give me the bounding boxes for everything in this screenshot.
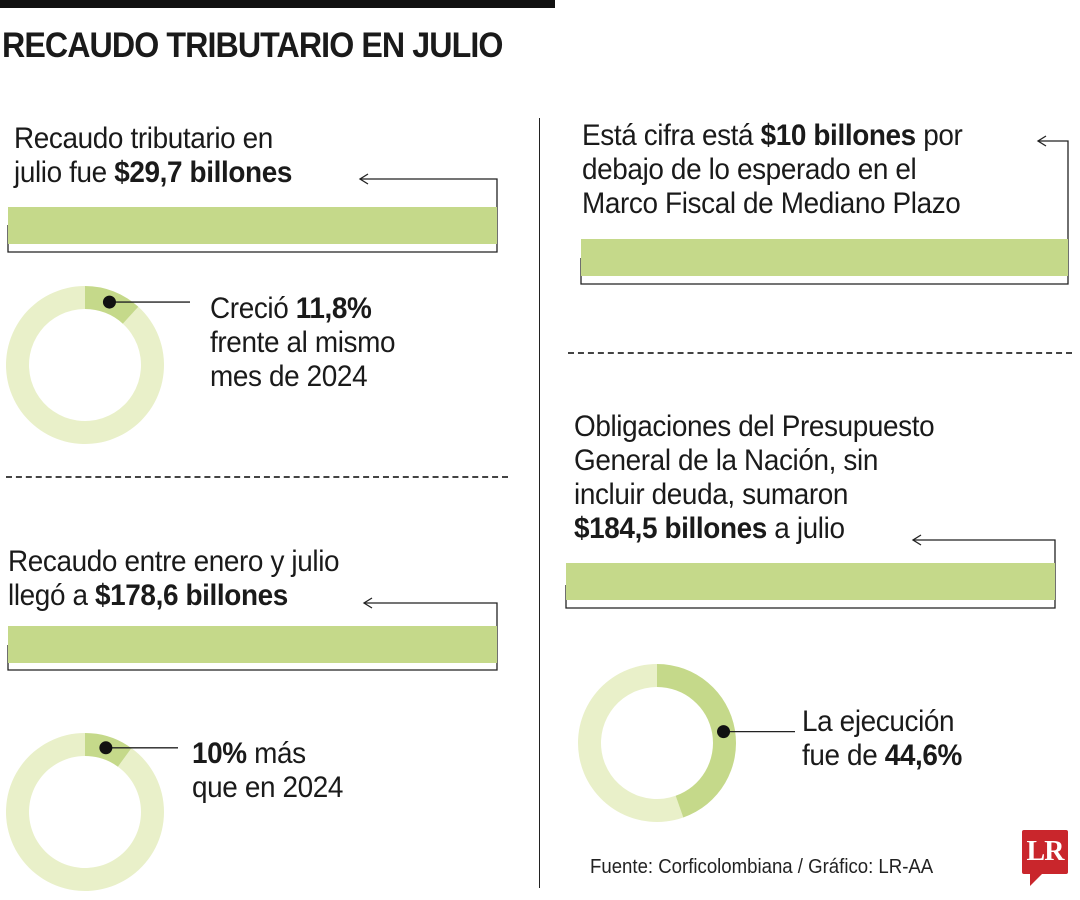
dashed-divider-left	[6, 476, 508, 478]
highlight-value: $184,5 billones	[574, 512, 767, 545]
text-line: por	[915, 119, 963, 152]
text-10-mas: 10% más que en 2024	[192, 737, 343, 805]
text-line: más	[246, 737, 306, 770]
bar-marco-fiscal	[581, 239, 1068, 276]
text-ejecucion: La ejecución fue de 44,6%	[802, 705, 962, 773]
highlight-value: $178,6 billones	[94, 579, 288, 612]
text-line: fue de	[802, 739, 885, 772]
text-line: debajo de lo esperado en el	[582, 153, 917, 186]
logo-speech-tail	[1030, 874, 1042, 886]
highlight-value: $29,7 billones	[114, 156, 292, 189]
text-line: incluir deuda, sumaron	[574, 478, 849, 511]
text-presupuesto: Obligaciones del Presupuesto General de …	[574, 410, 935, 546]
text-line: Marco Fiscal de Mediano Plazo	[582, 187, 961, 220]
logo-text: LR	[1026, 836, 1065, 867]
text-line: Está cifra está	[582, 119, 761, 152]
highlight-value: 11,8%	[295, 292, 372, 325]
donut-track	[6, 733, 165, 891]
highlight-value: $10 billones	[760, 119, 917, 152]
text-line: General de la Nación, sin	[574, 444, 878, 477]
leader-dot	[717, 725, 731, 739]
top-rule	[0, 0, 555, 8]
donut-track	[6, 286, 165, 445]
lr-logo: LR	[1022, 830, 1068, 886]
bar-presupuesto	[566, 563, 1055, 600]
text-recaudo-julio: Recaudo tributario en julio fue $29,7 bi…	[14, 122, 292, 190]
text-line: frente al mismo	[210, 326, 396, 359]
text-line: a julio	[766, 512, 845, 545]
highlight-value: 10%	[192, 737, 247, 770]
source-note: Fuente: Corficolombiana / Gráfico: LR-AA	[590, 856, 934, 878]
arrow-5	[1036, 135, 1047, 147]
page-title: RECAUDO TRIBUTARIO EN JULIO	[2, 26, 503, 65]
leader-dot	[102, 295, 116, 309]
text-line: Obligaciones del Presupuesto	[574, 410, 935, 443]
text-line: La ejecución	[802, 705, 955, 738]
text-line: mes de 2024	[210, 360, 368, 393]
text-line: que en 2024	[192, 771, 344, 804]
column-divider	[539, 118, 540, 888]
text-crecio: Creció 11,8% frente al mismo mes de 2024	[210, 292, 396, 394]
text-line: Recaudo entre enero y julio	[8, 545, 340, 578]
bracket-6	[565, 539, 1056, 609]
text-line: julio fue	[14, 156, 115, 189]
text-marco-fiscal: Está cifra está $10 billones por debajo …	[582, 119, 963, 221]
arrow-6	[911, 534, 922, 546]
highlight-value: 44,6%	[884, 739, 963, 772]
text-line: llegó a	[8, 579, 95, 612]
donut-track	[577, 664, 684, 822]
dashed-divider-right	[568, 352, 1072, 354]
arrow-3	[362, 597, 373, 609]
text-line: Recaudo tributario en	[14, 122, 273, 155]
bar-julio	[8, 207, 497, 244]
donut-slice	[657, 664, 736, 818]
leader-dot	[99, 741, 113, 755]
bar-enero-julio	[8, 626, 497, 663]
text-line: Creció	[210, 292, 296, 325]
text-enero-julio: Recaudo entre enero y julio llegó a $178…	[8, 545, 340, 613]
arrow-1	[358, 173, 369, 185]
